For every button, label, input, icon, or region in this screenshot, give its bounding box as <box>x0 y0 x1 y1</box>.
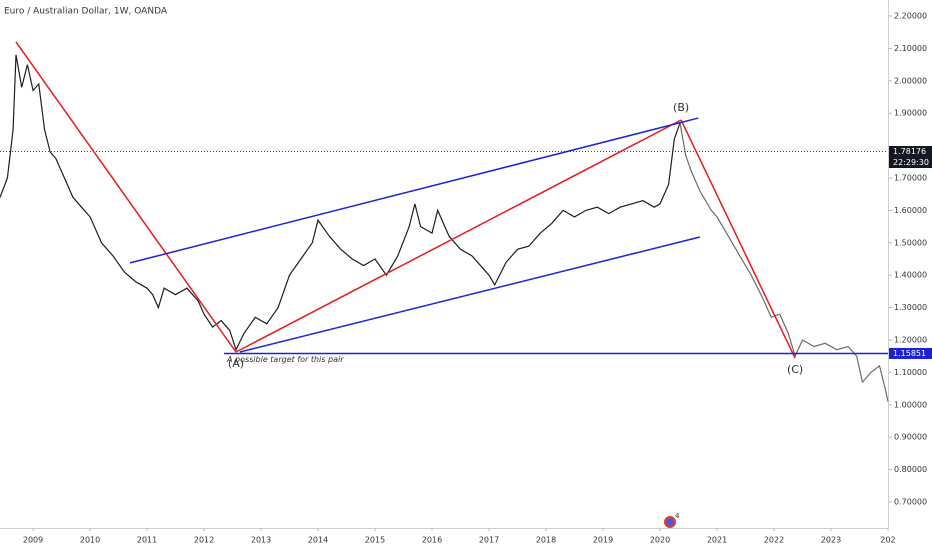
price-tag <box>889 146 932 158</box>
trend-line <box>235 119 682 353</box>
y-tick-label: 1.90000 <box>894 109 927 118</box>
wave-label: (B) <box>673 101 689 114</box>
x-tick-label: 202 <box>880 536 895 545</box>
y-tick-label: 2.10000 <box>894 44 927 53</box>
price-line <box>679 122 889 402</box>
x-tick-label: 2014 <box>308 536 328 545</box>
x-tick-label: 2017 <box>479 536 499 545</box>
y-tick-label: 1.10000 <box>894 368 927 377</box>
x-tick-label: 2010 <box>80 536 100 545</box>
x-tick-label: 2015 <box>365 536 385 545</box>
x-tick-label: 2021 <box>707 536 727 545</box>
countdown-tag <box>889 157 932 169</box>
x-tick-label: 2019 <box>593 536 613 545</box>
badge-icon <box>664 516 676 528</box>
y-tick-label: 1.30000 <box>894 303 927 312</box>
y-tick-label: 2.00000 <box>894 76 927 85</box>
trend-line <box>239 236 701 353</box>
x-tick-label: 2018 <box>536 536 556 545</box>
y-tick-label: 0.70000 <box>894 498 927 507</box>
y-tick-label: 1.60000 <box>894 206 927 215</box>
x-tick-label: 2016 <box>422 536 442 545</box>
y-tick-label: 0.90000 <box>894 433 927 442</box>
y-tick-label: 1.70000 <box>894 174 927 183</box>
y-tick-label: 1.20000 <box>894 336 927 345</box>
trend-line <box>680 119 796 359</box>
price-tag <box>889 347 932 359</box>
x-tick-label: 2023 <box>821 536 841 545</box>
chart-title: Euro / Australian Dollar, 1W, OANDA <box>4 7 168 17</box>
y-tick-label: 1.00000 <box>894 400 927 409</box>
badge-count: 4 <box>675 512 680 520</box>
trend-line <box>15 41 237 353</box>
countdown-label: 22:29:30 <box>893 158 929 167</box>
y-tick-label: 0.80000 <box>894 465 927 474</box>
y-tick-label: 1.40000 <box>894 271 927 280</box>
x-tick-label: 2012 <box>194 536 214 545</box>
x-tick-label: 2013 <box>251 536 271 545</box>
wave-label: (A) <box>228 357 244 370</box>
x-tick-label: 2020 <box>650 536 670 545</box>
trend-line <box>129 117 699 264</box>
y-tick-label: 1.50000 <box>894 238 927 247</box>
y-tick-label: 2.20000 <box>894 12 927 21</box>
x-tick-label: 2009 <box>23 536 43 545</box>
target-text: A possible target for this pair <box>226 355 344 364</box>
price-line <box>0 54 681 352</box>
x-tick-label: 2022 <box>764 536 784 545</box>
x-tick-label: 2011 <box>137 536 157 545</box>
price-tag-label: 1.15851 <box>893 349 926 358</box>
price-tag-label: 1.78176 <box>893 147 926 156</box>
wave-label: (C) <box>787 363 803 376</box>
